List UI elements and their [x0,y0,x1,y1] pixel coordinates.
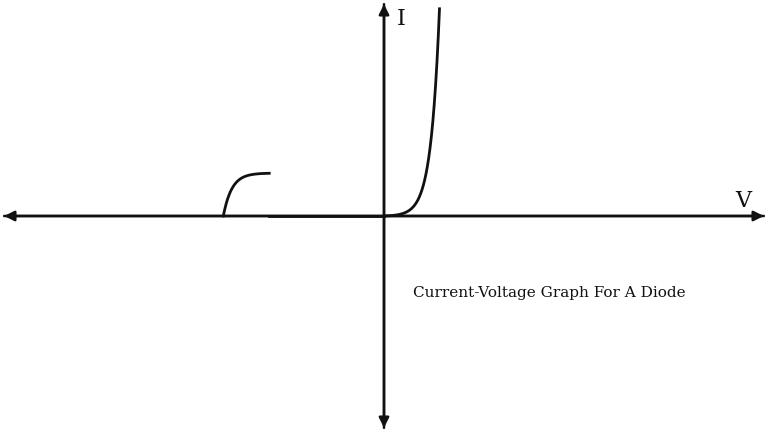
Text: V: V [736,190,752,212]
Text: Current-Voltage Graph For A Diode: Current-Voltage Graph For A Diode [413,286,686,300]
Text: I: I [396,7,406,29]
